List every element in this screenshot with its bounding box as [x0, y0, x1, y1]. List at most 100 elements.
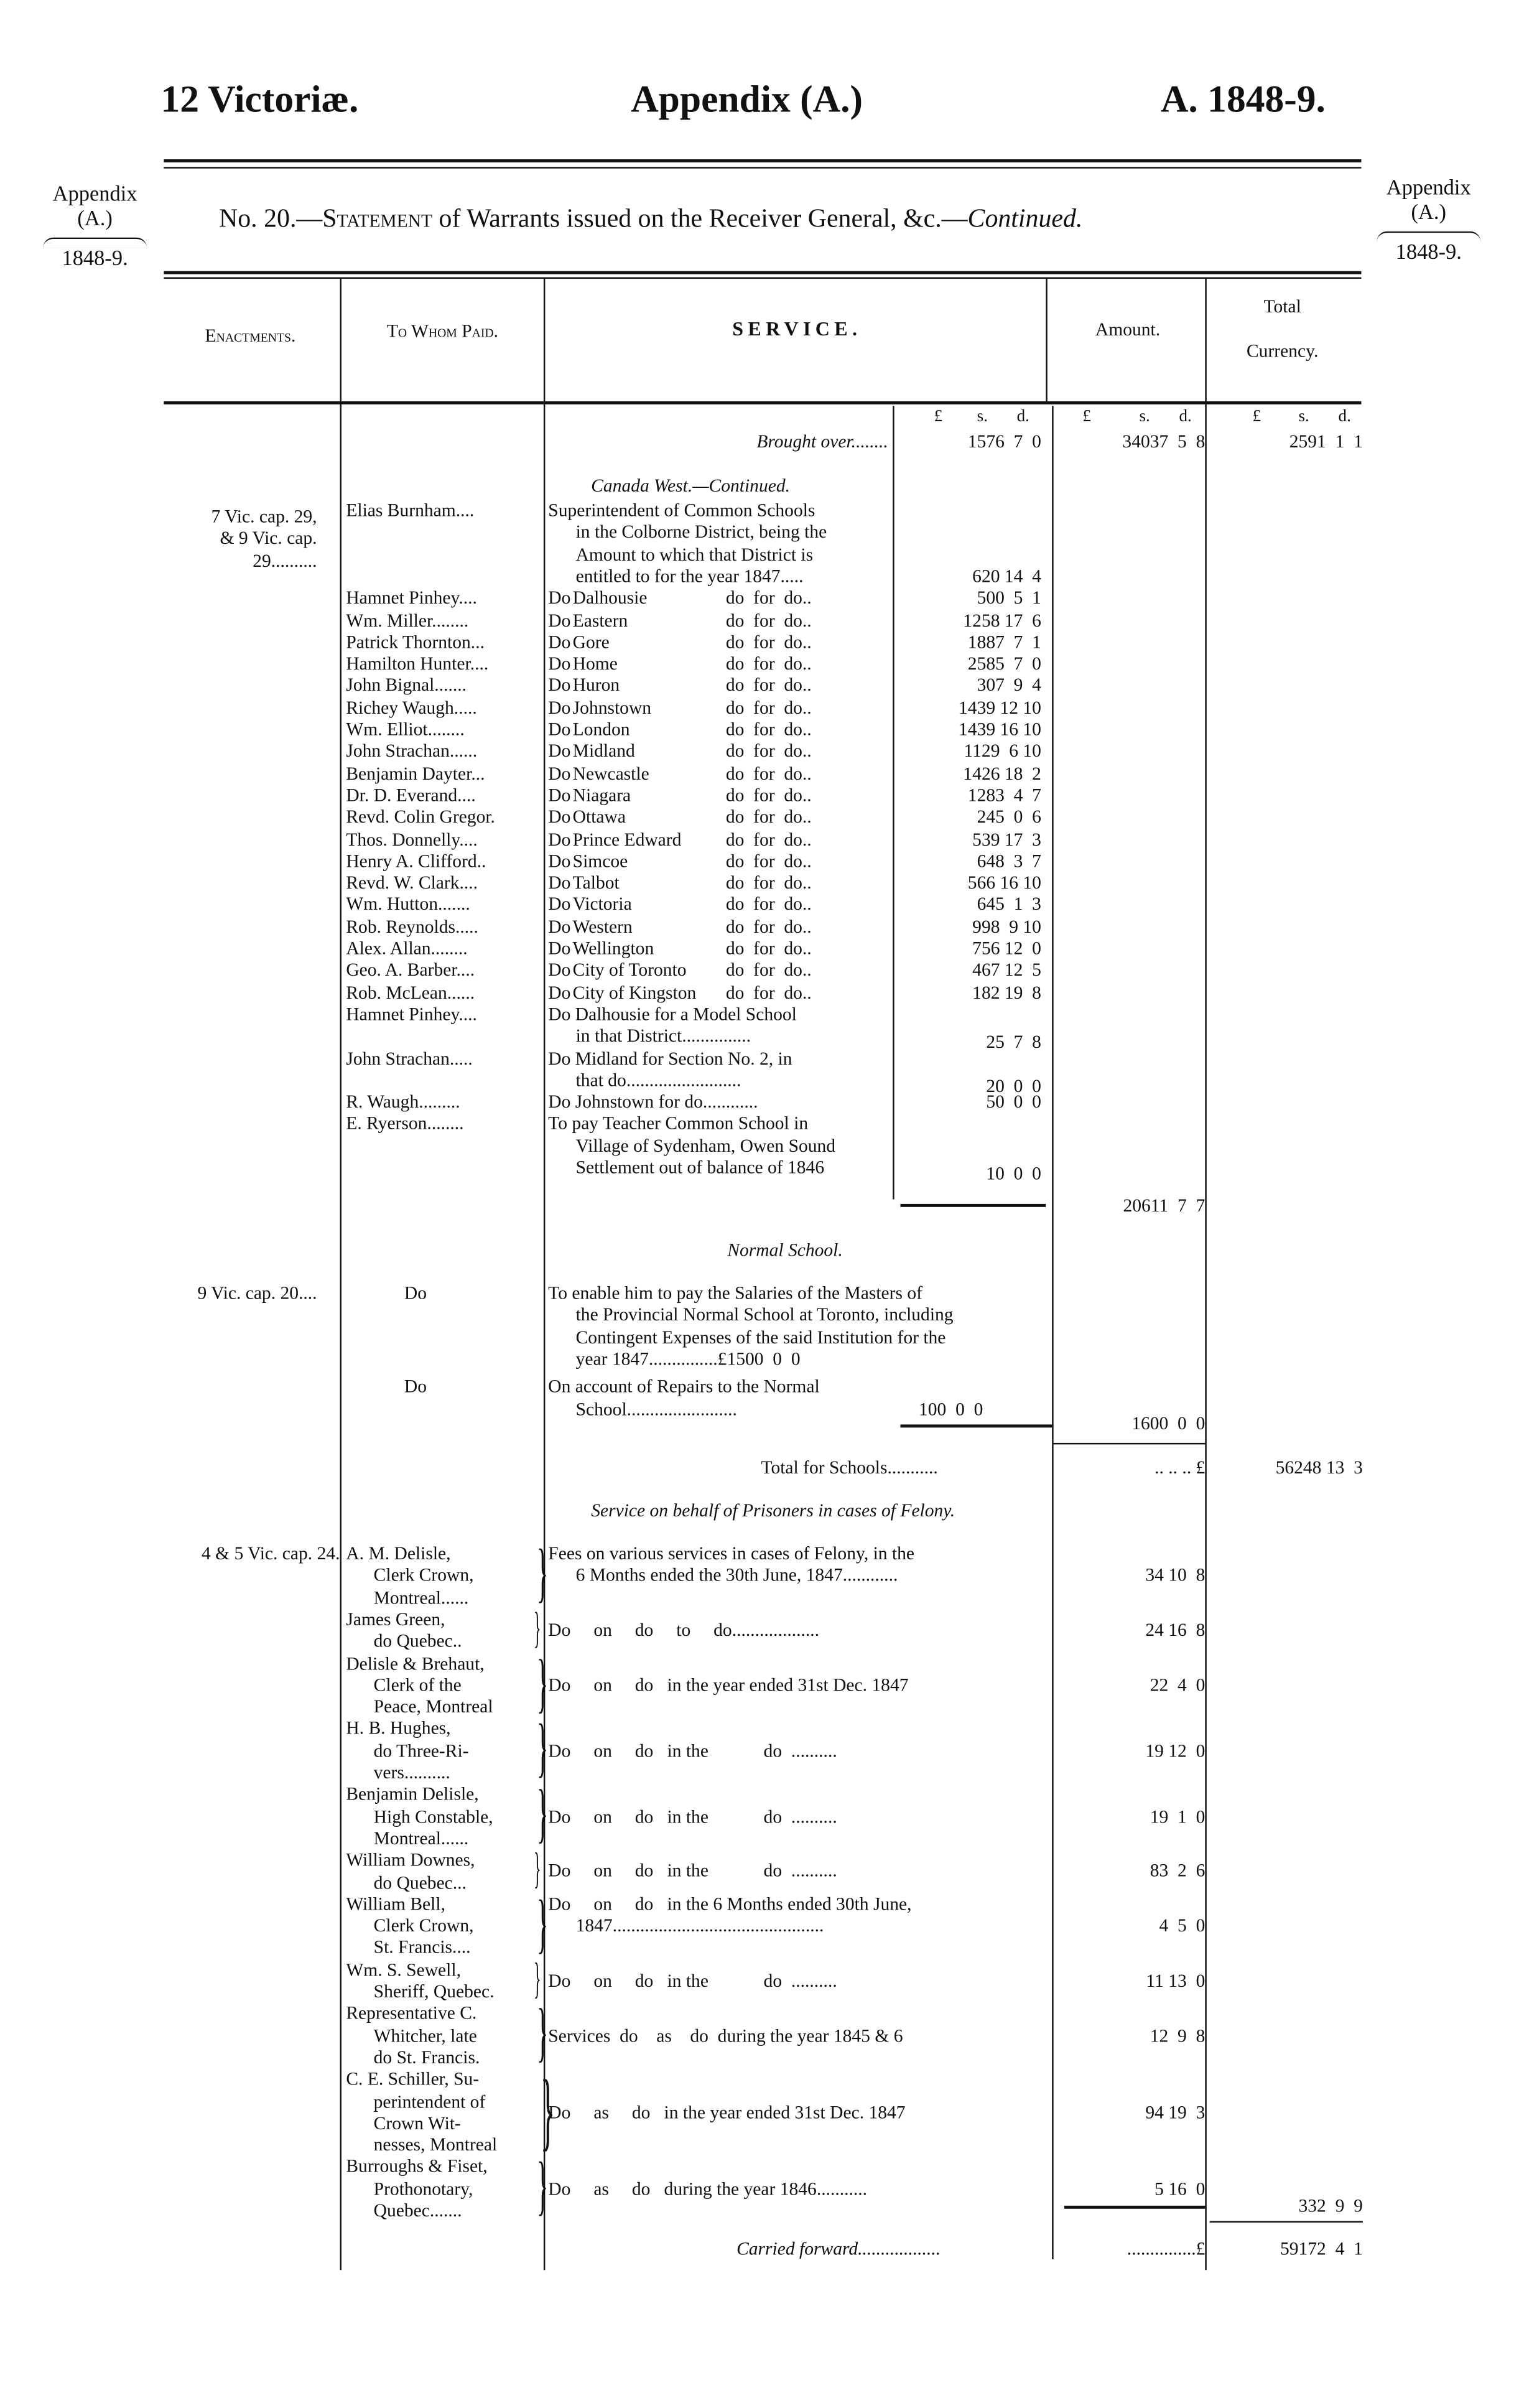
- brace-icon: }: [533, 1955, 541, 2004]
- carried-forward-total: 59172 4 1: [1280, 2238, 1363, 2260]
- payee-name: Do: [404, 1376, 427, 1398]
- payee-name: do St. Francis.: [373, 2046, 480, 2068]
- service-text: Do Midland for Section No. 2, in: [548, 1047, 792, 1069]
- brace-icon: }: [537, 1888, 549, 1961]
- lsd-s: s.: [1298, 407, 1309, 426]
- sub-amount: 1283 4 7: [967, 784, 1041, 806]
- schools-subtotal: 20611 7 7: [1123, 1195, 1205, 1216]
- service-text: Do Dalhousie do for do..: [548, 587, 893, 609]
- side-appendix: Appendix: [52, 184, 137, 207]
- sub-amount: 20 0 0: [986, 1075, 1041, 1097]
- col-amount: Amount.: [1095, 319, 1161, 340]
- payee-name: John Strachan......: [346, 740, 478, 762]
- total-schools-value: 56248 13 3: [1275, 1457, 1363, 1478]
- ditto: Do: [548, 609, 571, 630]
- ditto-for-ditto: do for do..: [725, 806, 812, 828]
- service-text: Do Home do for do..: [548, 653, 893, 674]
- amount-value: 5 16 0: [1154, 2177, 1205, 2200]
- payee-name: Wm. Hutton.......: [346, 894, 470, 915]
- service-text: Fees on various services in cases of Fel…: [548, 1542, 915, 1564]
- header-center: Appendix (A.): [631, 80, 863, 121]
- brought-over-label: Brought over........: [756, 430, 888, 452]
- brought-over-sub: 1576 7 0: [967, 430, 1041, 452]
- service-text: Do Newcastle do for do..: [548, 762, 893, 784]
- ditto-for-ditto: do for do..: [725, 937, 812, 959]
- payee-name: Revd. Colin Gregor.: [346, 806, 495, 828]
- payee-name: Patrick Thornton...: [346, 630, 485, 653]
- district-name: Prince Edward: [572, 828, 682, 850]
- service-text: Do Johnstown do for do..: [548, 696, 893, 718]
- ditto-for-ditto: do for do..: [725, 959, 812, 981]
- service-text: Do Western do for do..: [548, 915, 893, 937]
- brace-icon: }: [537, 1997, 549, 2070]
- side-a: (A.): [77, 208, 113, 231]
- payee-name: John Bignal.......: [346, 674, 467, 696]
- payee-name: John Strachan.....: [346, 1047, 473, 1069]
- service-text: Do on do in the do ..........: [548, 1860, 837, 1882]
- service-text: Do on do in the 6 Months ended 30th June…: [548, 1893, 912, 1915]
- payee-name: Quebec.......: [373, 2200, 462, 2221]
- statement-continued: Continued.: [967, 203, 1083, 233]
- normal-subtotal: 1600 0 0: [1131, 1412, 1205, 1434]
- district-name: Dalhousie: [572, 587, 648, 609]
- carried-forward-dots: ...............£: [1126, 2238, 1205, 2260]
- ditto: Do: [548, 806, 571, 828]
- payee-name: Rob. McLean......: [346, 981, 475, 1003]
- payee-name: Crown Wit-: [373, 2112, 461, 2134]
- district-name: Midland: [572, 740, 635, 762]
- brought-over-total: 2591 1 1: [1289, 430, 1363, 452]
- service-text: 1847....................................…: [575, 1915, 824, 1936]
- statement-title: No. 20.—Statement of Warrants issued on …: [219, 203, 1082, 234]
- district-name: Talbot: [572, 871, 620, 894]
- lsd-s: s.: [977, 407, 988, 426]
- enactment-text: 29..........: [253, 549, 317, 571]
- payee-name: Peace, Montreal: [373, 1696, 493, 1717]
- district-name: Ottawa: [572, 806, 626, 828]
- ditto-for-ditto: do for do..: [725, 828, 812, 850]
- district-name: London: [572, 718, 630, 740]
- district-name: Simcoe: [572, 849, 628, 872]
- service-text: year 1847...............£1500 0 0: [575, 1348, 801, 1370]
- enactment-text: 7 Vic. cap. 29,: [211, 505, 317, 527]
- ditto: Do: [548, 959, 571, 981]
- side-year: 1848-9.: [1395, 241, 1462, 265]
- service-text: Do Simcoe do for do..: [548, 850, 893, 872]
- service-text: To pay Teacher Common School in: [548, 1113, 809, 1134]
- service-text: Do on do to do...................: [548, 1619, 820, 1641]
- sub-amount: 50 0 0: [986, 1090, 1041, 1113]
- payee-name: Hamilton Hunter....: [346, 652, 489, 674]
- service-text: Do London do for do..: [548, 719, 893, 740]
- header-left: 12 Victoriæ.: [160, 80, 359, 121]
- payee-name: Representative C.: [346, 2002, 477, 2024]
- payee-name: vers..........: [373, 1761, 450, 1783]
- brace-icon: }: [533, 1846, 541, 1894]
- payee-name: William Downes,: [346, 1849, 475, 1871]
- payee-name: Geo. A. Barber....: [346, 959, 475, 981]
- payee-name: C. E. Schiller, Su-: [346, 2068, 480, 2090]
- sub-amount: 648 3 7: [977, 849, 1041, 872]
- ditto-for-ditto: do for do..: [725, 718, 812, 740]
- service-text: Do Dalhousie for a Model School: [548, 1003, 797, 1025]
- ditto: Do: [548, 696, 571, 718]
- brace-icon: }: [540, 2063, 555, 2160]
- ditto-for-ditto: do for do..: [725, 894, 812, 915]
- enactment-text: 9 Vic. cap. 20....: [197, 1282, 317, 1304]
- total-schools-dots: .. .. .. £: [1154, 1457, 1205, 1478]
- payee-name: Do: [404, 1282, 427, 1304]
- payee-name: Montreal......: [373, 1827, 469, 1849]
- payee-name: Henry A. Clifford..: [346, 849, 486, 872]
- sub-amount: 182 19 8: [972, 981, 1041, 1003]
- side-year: 1848-9.: [62, 248, 128, 271]
- sub-amount: 2585 7 0: [967, 652, 1041, 674]
- sub-amount: 620 14 4: [972, 565, 1041, 587]
- sub-amount: 1426 18 2: [963, 762, 1041, 784]
- service-text: Do Midland do for do..: [548, 740, 893, 762]
- payee-name: Montreal......: [373, 1586, 469, 1608]
- service-text: Do on do in the do ..........: [548, 1969, 837, 1991]
- district-name: City of Toronto: [572, 959, 687, 981]
- ditto-for-ditto: do for do..: [725, 696, 812, 718]
- ditto: Do: [548, 915, 571, 937]
- payee-name: Clerk Crown,: [373, 1915, 474, 1936]
- service-text: Do on do in the do ..........: [548, 1739, 837, 1762]
- payee-name: E. Ryerson........: [346, 1113, 464, 1134]
